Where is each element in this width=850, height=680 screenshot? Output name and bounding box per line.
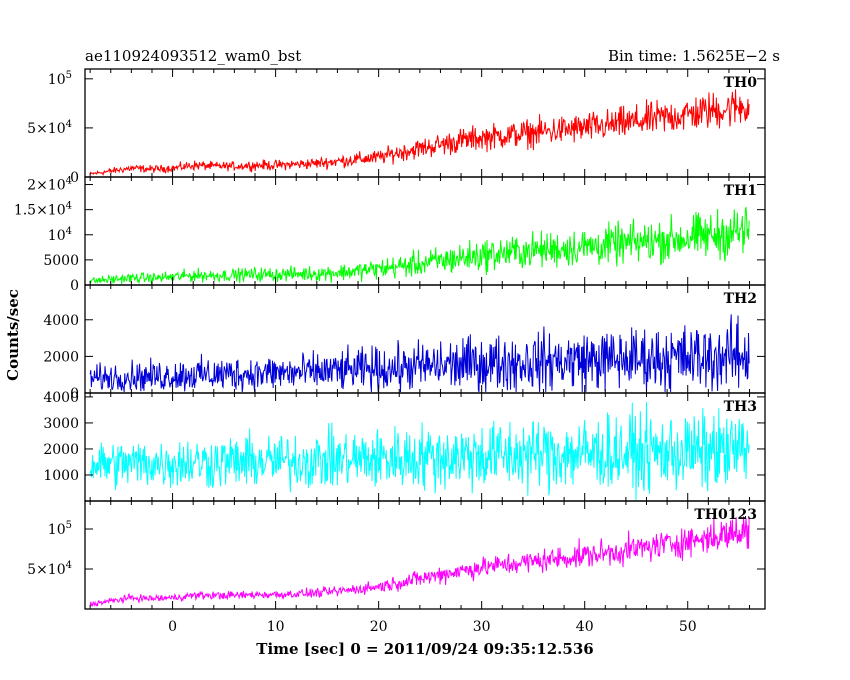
y-tick-exponent: 4 (66, 560, 72, 571)
y-tick-label: 0 (70, 386, 79, 402)
y-tick-label: 0 (70, 278, 79, 294)
y-tick-label: 5×104 (27, 119, 72, 137)
channel-label: TH0123 (694, 507, 757, 523)
series-th0 (89, 89, 750, 177)
y-tick-exponent: 5 (66, 520, 72, 531)
y-tick-label: 4000 (43, 313, 79, 329)
y-tick-label: 105 (48, 70, 72, 88)
y-tick-label: 0 (70, 170, 79, 186)
y-tick-exponent: 4 (66, 226, 72, 237)
y-tick-exponent: 4 (66, 201, 72, 212)
bin-time-label: Bin time: 1.5625E−2 s (608, 47, 780, 65)
x-tick-label: 0 (168, 619, 177, 635)
series-th2 (89, 314, 750, 393)
y-tick-label: 105 (48, 520, 72, 538)
x-tick-label: 20 (370, 619, 388, 635)
y-tick-exponent: 5 (66, 70, 72, 81)
channel-label: TH3 (724, 399, 757, 415)
y-tick-label: 1.5×104 (14, 201, 72, 219)
channel-label: TH0 (724, 75, 758, 91)
panel-th0: 0 5×104 105 TH0 (27, 68, 766, 186)
y-tick-label: 104 (48, 226, 72, 244)
series-th3 (89, 401, 750, 501)
x-tick-labels: 0 10 20 30 40 50 (168, 619, 697, 635)
y-tick-exponent: 4 (66, 119, 72, 130)
channel-label: TH1 (724, 183, 757, 199)
x-tick-label: 40 (576, 619, 594, 635)
x-tick-label: 50 (679, 619, 697, 635)
y-tick-label: 5×104 (27, 560, 72, 578)
x-axis-label: Time [sec] 0 = 2011/09/24 09:35:12.536 (256, 640, 593, 658)
panel-th1: 0 5000 104 1.5×104 2×104 TH1 (14, 176, 766, 294)
panel-frame (84, 68, 766, 178)
y-tick-label: 2×104 (27, 176, 72, 194)
x-tick-label: 30 (473, 619, 491, 635)
panel-th0123: 5×104 105 TH0123 (27, 500, 766, 610)
y-tick-label: 5000 (43, 253, 79, 269)
observation-id-title: ae110924093512_wam0_bst (85, 47, 301, 65)
y-tick-label: 3000 (43, 416, 79, 432)
y-axis-label: Counts/sec (4, 289, 22, 381)
y-tick-label: 4000 (43, 390, 79, 406)
channel-label: TH2 (724, 291, 757, 307)
panel-th2: 0 2000 4000 TH2 (43, 284, 766, 402)
y-tick-label: 2000 (43, 349, 79, 365)
y-tick-label: 2000 (43, 442, 79, 458)
panels: 0 5×104 105 TH0 0 5000 104 1.5×104 2×104 TH1 0 2000… (14, 68, 766, 610)
series-th1 (89, 206, 750, 285)
x-tick-label: 10 (267, 619, 285, 635)
series-th0123 (89, 516, 750, 608)
panel-th3: 1000 2000 3000 4000 TH3 (43, 390, 766, 502)
y-tick-label: 1000 (43, 468, 79, 484)
y-tick-exponent: 4 (66, 176, 72, 187)
panel-frame (84, 500, 766, 610)
